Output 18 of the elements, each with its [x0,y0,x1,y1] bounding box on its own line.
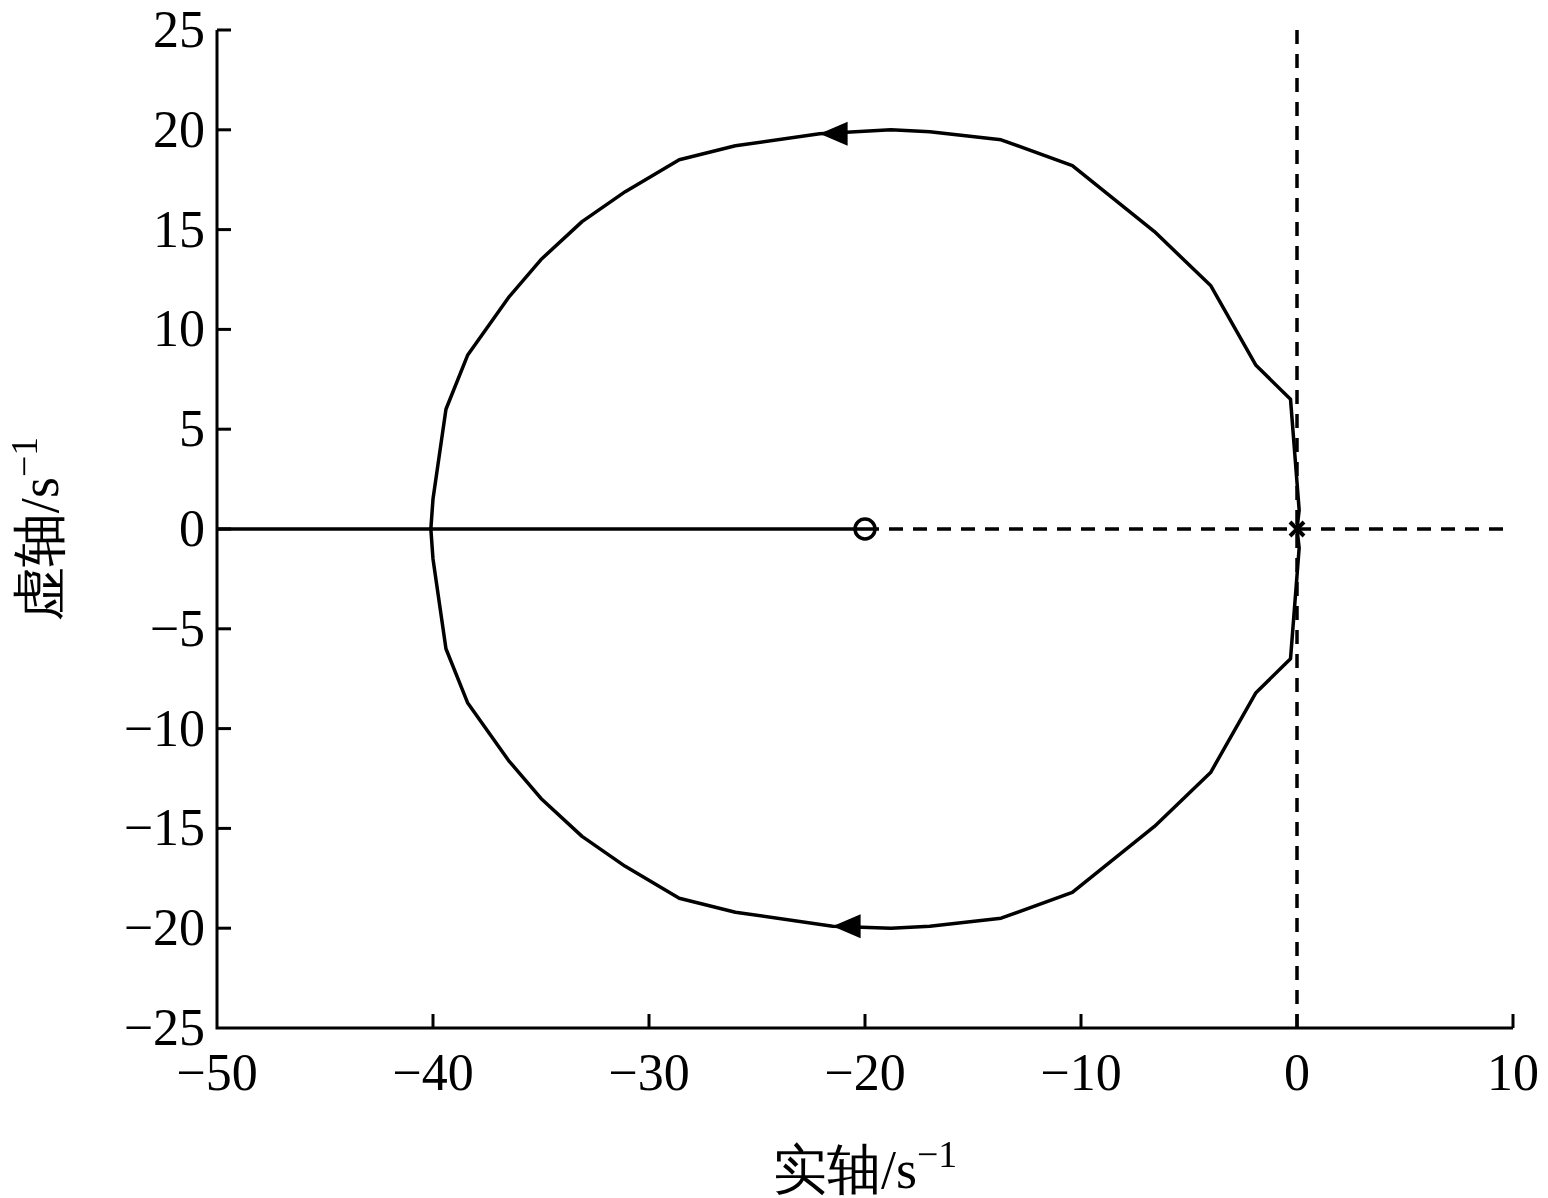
x-tick-label: −40 [392,1044,474,1101]
y-tick-label: 5 [179,400,205,458]
y-tick-label: −25 [123,999,205,1056]
x-axis-title: 实轴/s$^{−1}$ [772,1133,958,1198]
y-tick-label: 20 [153,100,205,158]
x-tick-label: −10 [1040,1044,1122,1101]
y-tick-label: −10 [123,699,205,757]
x-tick-label: −30 [608,1044,690,1101]
y-tick-label: −15 [123,799,205,857]
y-tick-label: 0 [179,500,205,557]
y-tick-label: 25 [153,1,205,58]
y-tick-label: −5 [149,599,205,657]
y-tick-label: 10 [153,300,205,358]
y-tick-label: −20 [123,899,205,957]
x-tick-label: −20 [824,1044,906,1101]
y-tick-label: 15 [153,200,205,258]
x-tick-label: 10 [1487,1044,1539,1101]
x-tick-label: 0 [1284,1044,1310,1101]
